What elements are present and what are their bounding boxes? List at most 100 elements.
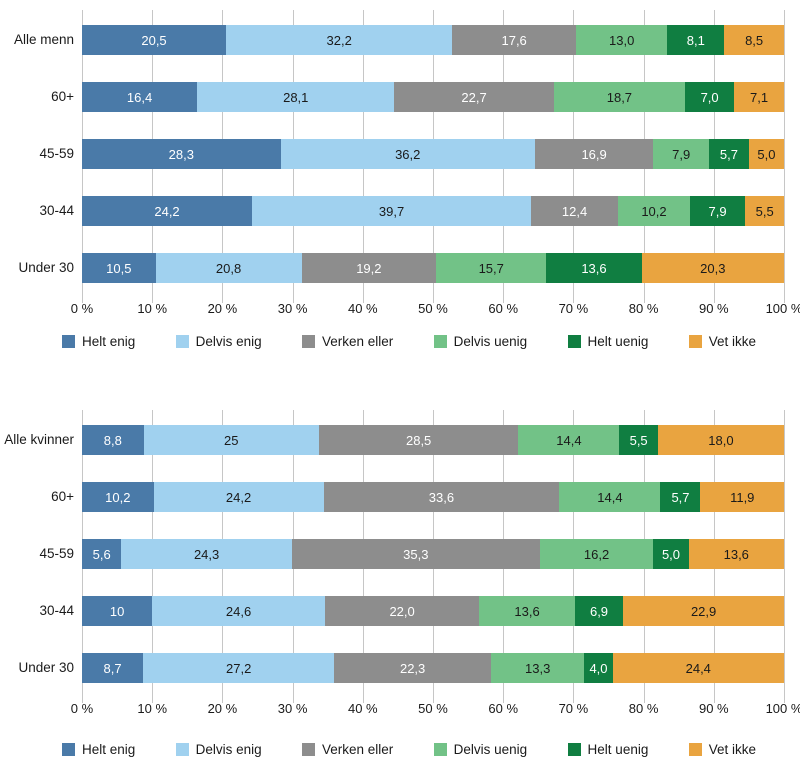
bar-segment: 7,1 xyxy=(734,82,785,112)
bar-segment: 24,2 xyxy=(82,196,253,226)
bar-segment: 5,7 xyxy=(708,139,749,169)
bar-row: 8,7 27,2 22,3 13,3 4,0 24,4 xyxy=(82,653,784,683)
bar-segment: 6,9 xyxy=(574,596,624,626)
bar-segment: 13,0 xyxy=(575,25,668,55)
x-tick-label: 40 % xyxy=(347,701,378,716)
bar-segment: 20,5 xyxy=(82,25,227,55)
bar-segment: 16,4 xyxy=(82,82,198,112)
bar-segment: 13,6 xyxy=(688,539,784,569)
legend-item: Helt uenig xyxy=(567,742,649,757)
bar-row: 8,8 25 28,5 14,4 5,5 18,0 xyxy=(82,425,785,455)
bar-segment: 14,4 xyxy=(518,425,620,455)
legend-label: Verken eller xyxy=(322,742,394,757)
legend: Helt enig Delvis enig Verken eller Delvis u… xyxy=(62,334,756,349)
x-tick-label: 60 % xyxy=(488,301,519,316)
bar-row: 5,6 24,3 35,3 16,2 5,0 13,6 xyxy=(82,539,784,569)
bar-row: 10,5 20,8 19,2 15,7 13,6 20,3 xyxy=(82,253,785,283)
bar-segment: 10,2 xyxy=(618,196,690,226)
legend-swatch xyxy=(433,335,447,348)
legend-item: Helt enig xyxy=(62,334,135,349)
gridline xyxy=(784,10,785,303)
legend-swatch xyxy=(688,743,702,756)
bar-segment: 7,9 xyxy=(689,196,746,226)
bar-segment: 15,7 xyxy=(436,253,547,283)
category-label: 60+ xyxy=(51,489,74,504)
bar-segment: 5,0 xyxy=(653,539,689,569)
legend-item: Delvis enig xyxy=(175,742,262,757)
legend: Helt enig Delvis enig Verken eller Delvis u… xyxy=(62,742,756,757)
legend-item: Delvis uenig xyxy=(433,334,528,349)
x-tick-label: 10 % xyxy=(137,701,168,716)
legend-label: Helt uenig xyxy=(587,742,649,757)
category-label: Under 30 xyxy=(18,260,74,275)
bar-segment: 4,0 xyxy=(584,653,613,683)
legend-swatch xyxy=(433,743,447,756)
x-tick-label: 80 % xyxy=(628,701,659,716)
bar-segment: 19,2 xyxy=(301,253,437,283)
legend-label: Delvis uenig xyxy=(453,334,528,349)
bar-segment: 25 xyxy=(143,425,319,455)
bar-segment: 28,1 xyxy=(197,82,395,112)
bar-row: 20,5 32,2 17,6 13,0 8,1 8,5 xyxy=(82,25,784,55)
category-label: Under 30 xyxy=(18,660,74,675)
bar-segment: 14,4 xyxy=(559,482,661,512)
bar-segment: 24,2 xyxy=(153,482,324,512)
bar-segment: 33,6 xyxy=(323,482,560,512)
x-axis: 0 % 10 % 20 % 30 % 40 % 50 % 60 % 70 % 80 % 90 % 1… xyxy=(71,301,800,319)
category-label: 30-44 xyxy=(39,603,74,618)
bar-segment: 5,7 xyxy=(660,482,701,512)
x-tick-label: 0 % xyxy=(70,301,94,316)
bar-segment: 7,9 xyxy=(653,139,709,169)
legend-label: Delvis enig xyxy=(195,742,262,757)
bar-segment: 22,9 xyxy=(623,596,784,626)
x-tick-label: 50 % xyxy=(418,301,448,316)
bar-row: 10,2 24,2 33,6 14,4 5,7 11,9 xyxy=(82,482,785,512)
legend-label: Vet ikke xyxy=(708,742,756,757)
legend-swatch xyxy=(567,335,581,348)
legend-swatch xyxy=(62,335,75,348)
bar-row: 10 24,6 22,0 13,6 6,9 22,9 xyxy=(82,596,784,626)
x-tick-label: 0 % xyxy=(70,701,94,716)
bar-segment: 36,2 xyxy=(280,139,535,169)
category-label: 45-59 xyxy=(39,146,74,161)
bar-segment: 16,2 xyxy=(539,539,654,569)
bar-segment: 24,3 xyxy=(121,539,292,569)
bar-segment: 35,3 xyxy=(291,539,540,569)
x-tick-label: 70 % xyxy=(558,701,589,716)
bar-segment: 22,0 xyxy=(324,596,480,626)
bar-segment: 24,6 xyxy=(152,596,325,626)
legend-label: Delvis enig xyxy=(195,334,262,349)
category-label: 60+ xyxy=(51,89,74,104)
x-tick-label: 70 % xyxy=(558,301,589,316)
bar-segment: 17,6 xyxy=(452,25,576,55)
bar-segment: 10,5 xyxy=(82,253,156,283)
bar-segment: 8,7 xyxy=(82,653,144,683)
bar-segment: 22,7 xyxy=(394,82,554,112)
bar-segment: 24,4 xyxy=(612,653,784,683)
stacked-bar-chart-women: 8,8 25 28,5 14,4 5,5 18,0 10,2 24,2 33,6 14,4 5,7 1… xyxy=(0,400,800,771)
legend-item: Delvis uenig xyxy=(433,742,528,757)
x-tick-label: 60 % xyxy=(488,701,519,716)
bar-segment: 39,7 xyxy=(252,196,532,226)
legend-swatch xyxy=(302,743,316,756)
legend-item: Vet ikke xyxy=(688,742,756,757)
x-tick-label: 30 % xyxy=(277,301,308,316)
legend-label: Vet ikke xyxy=(708,334,756,349)
legend-label: Delvis uenig xyxy=(453,742,528,757)
bar-segment: 20,8 xyxy=(155,253,302,283)
bar-row: 28,3 36,2 16,9 7,9 5,7 5,0 xyxy=(82,139,784,169)
category-label: 45-59 xyxy=(39,546,74,561)
legend-swatch xyxy=(688,335,702,348)
bar-segment: 8,8 xyxy=(82,425,144,455)
legend-item: Vet ikke xyxy=(688,334,756,349)
legend-swatch xyxy=(567,743,581,756)
legend-swatch xyxy=(62,743,75,756)
plot-area: 20,5 32,2 17,6 13,0 8,1 8,5 16,4 28,1 22,7 18,7 7,… xyxy=(82,10,785,303)
legend-item: Verken eller xyxy=(302,742,393,757)
legend-item: Verken eller xyxy=(302,334,393,349)
bar-segment: 13,6 xyxy=(546,253,642,283)
bar-segment: 11,9 xyxy=(700,482,785,512)
bar-segment: 7,0 xyxy=(685,82,735,112)
x-tick-label: 20 % xyxy=(207,301,238,316)
